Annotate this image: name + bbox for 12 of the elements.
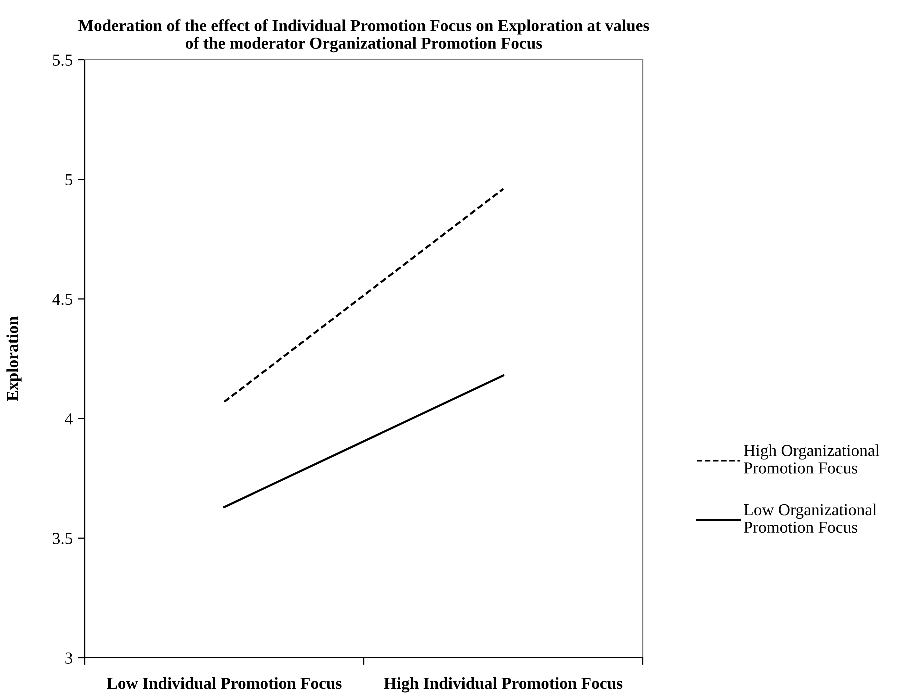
legend-label: High Organizational Promotion Focus <box>744 444 880 474</box>
y-tick-label: 4 <box>65 414 73 425</box>
legend-label: Low Organizational Promotion Focus <box>744 504 877 534</box>
y-tick-label: 3 <box>66 652 73 664</box>
y-tick-label: 5.5 <box>53 54 73 66</box>
chart-title: Moderation of the effect of Individual Promotion Focus on Exploration at values of the moderator Organizational Promotion Focus <box>78 20 650 53</box>
y-tick-label: 3.5 <box>53 533 73 544</box>
y-axis-title: Exploration <box>6 316 22 402</box>
x-tick-label: Low Individual Promotion Focus <box>107 677 342 690</box>
x-tick-label: High Individual Promotion Focus <box>384 677 623 693</box>
y-tick-label: 4.5 <box>52 294 73 306</box>
y-tick-label: 5 <box>66 174 73 186</box>
